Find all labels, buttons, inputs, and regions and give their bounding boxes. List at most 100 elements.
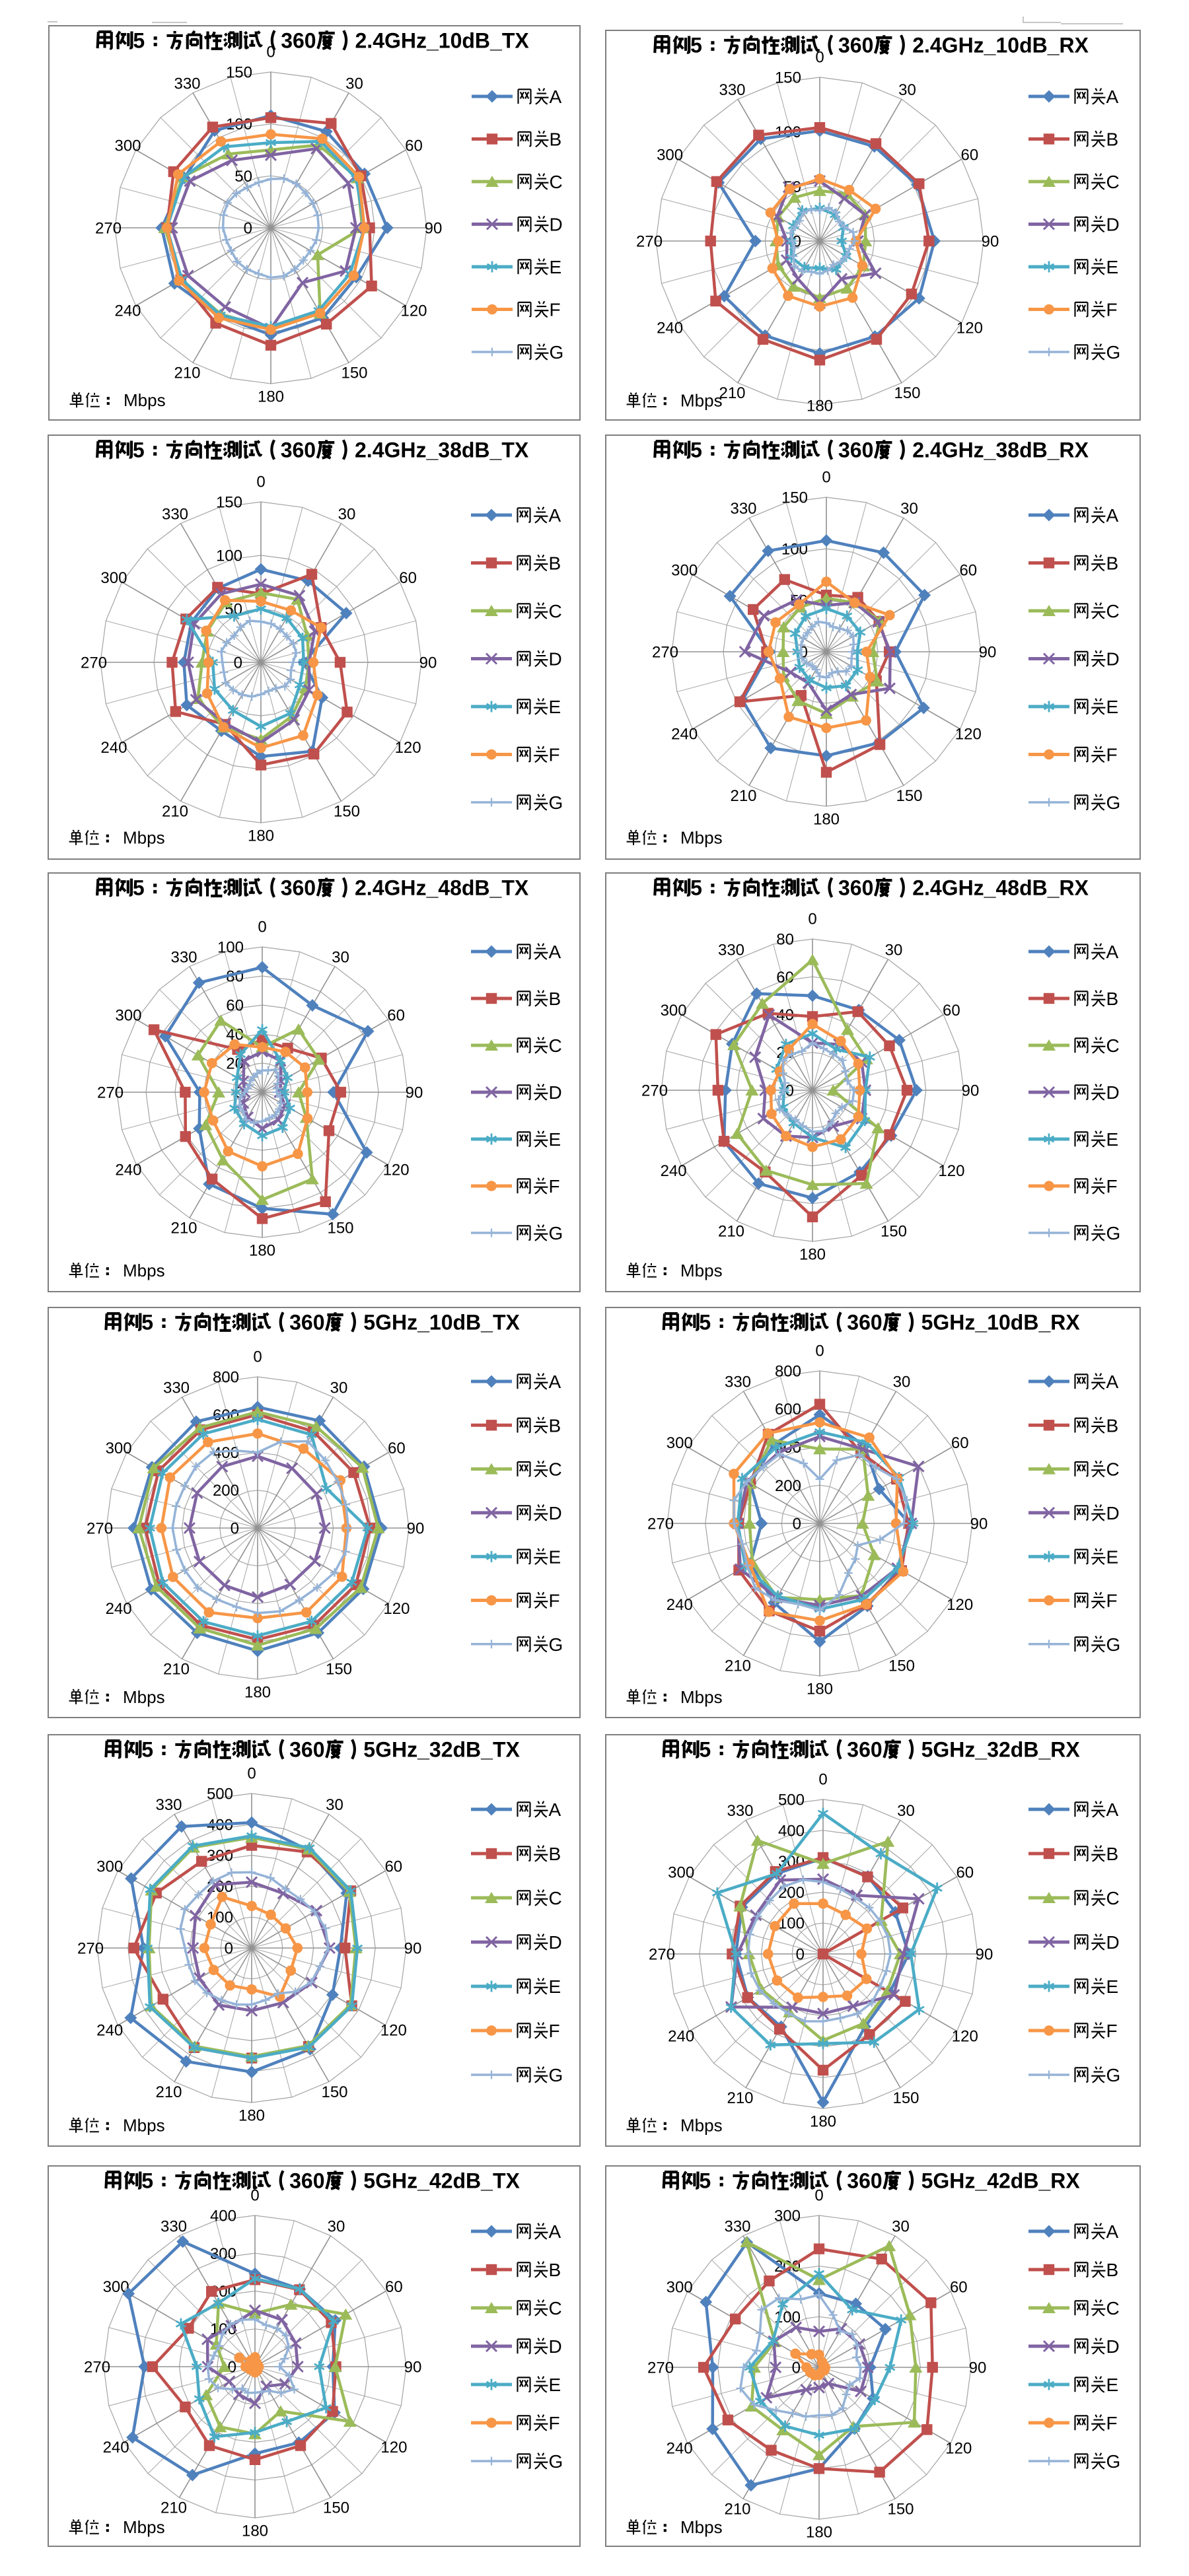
svg-text:B: B [549, 553, 561, 574]
svg-text:G: G [549, 2451, 563, 2472]
svg-text:150: 150 [894, 384, 920, 402]
svg-text:240: 240 [661, 1162, 687, 1180]
svg-text:E: E [549, 1547, 561, 1567]
svg-text:300: 300 [657, 147, 683, 164]
svg-text:500: 500 [778, 1792, 805, 1809]
svg-text:120: 120 [380, 2022, 407, 2040]
svg-text:5: 5 [699, 1311, 711, 1335]
svg-text:0: 0 [234, 654, 242, 672]
svg-text:300: 300 [661, 1002, 687, 1020]
svg-text:G: G [1106, 1634, 1121, 1655]
svg-text:C: C [549, 2298, 562, 2318]
svg-text:30: 30 [900, 500, 918, 518]
svg-text:F: F [549, 1176, 560, 1197]
svg-text:360: 360 [289, 2169, 324, 2193]
svg-text:400: 400 [778, 1822, 805, 1840]
svg-text:5GHz_42dB_RX: 5GHz_42dB_RX [921, 2169, 1081, 2193]
svg-text:D: D [1106, 649, 1120, 670]
svg-text:2.4GHz_38dB_TX: 2.4GHz_38dB_TX [355, 438, 529, 462]
svg-text:30: 30 [898, 81, 916, 99]
svg-text:90: 90 [419, 654, 437, 672]
svg-text:Mbps: Mbps [680, 1261, 723, 1280]
svg-text:150: 150 [326, 1661, 352, 1679]
svg-text:100: 100 [217, 939, 244, 957]
svg-text:5: 5 [690, 438, 702, 462]
svg-text:360: 360 [838, 438, 873, 462]
svg-text:300: 300 [115, 1007, 141, 1025]
svg-text:50: 50 [234, 168, 252, 186]
svg-text:E: E [1106, 1976, 1119, 1997]
svg-text:60: 60 [959, 562, 977, 580]
svg-text:0: 0 [266, 44, 275, 61]
svg-text:Mbps: Mbps [123, 1261, 165, 1280]
svg-text:200: 200 [775, 1477, 801, 1495]
svg-text:Mbps: Mbps [123, 2116, 165, 2136]
svg-text:150: 150 [334, 803, 360, 821]
svg-text:Mbps: Mbps [124, 390, 166, 410]
svg-text:F: F [1106, 1591, 1118, 1611]
svg-text:2.4GHz_48dB_RX: 2.4GHz_48dB_RX [912, 876, 1089, 900]
svg-text:90: 90 [969, 2359, 987, 2377]
svg-text:G: G [1106, 792, 1121, 813]
svg-text:210: 210 [730, 787, 756, 805]
svg-text:270: 270 [87, 1520, 113, 1538]
svg-text:60: 60 [226, 997, 244, 1015]
svg-text:A: A [549, 1372, 561, 1392]
svg-text:0: 0 [258, 919, 266, 936]
svg-text:120: 120 [383, 1162, 410, 1179]
svg-text:A: A [550, 87, 562, 107]
svg-text:0: 0 [250, 2187, 259, 2205]
svg-text:B: B [1106, 2260, 1119, 2280]
svg-text:D: D [1106, 1503, 1120, 1523]
svg-text:60: 60 [399, 569, 417, 587]
svg-text:Mbps: Mbps [123, 2517, 165, 2537]
svg-text:A: A [1106, 942, 1119, 962]
svg-text:D: D [1106, 215, 1120, 235]
svg-text:G: G [549, 1634, 563, 1655]
svg-text:B: B [1106, 1844, 1119, 1864]
svg-text:270: 270 [647, 1515, 674, 1533]
svg-text:210: 210 [174, 365, 200, 382]
svg-text:E: E [549, 2375, 561, 2395]
svg-text:60: 60 [388, 1440, 406, 1457]
svg-text:360: 360 [281, 438, 316, 462]
svg-text:30: 30 [326, 1796, 343, 1814]
svg-text:30: 30 [893, 1374, 911, 1391]
svg-text:90: 90 [406, 1084, 423, 1102]
svg-text:C: C [1106, 2298, 1120, 2318]
svg-text:A: A [1106, 2221, 1119, 2242]
svg-text:30: 30 [338, 505, 356, 523]
svg-text:5GHz_32dB_RX: 5GHz_32dB_RX [921, 1738, 1081, 1762]
svg-text:F: F [1106, 2021, 1118, 2041]
svg-text:360: 360 [281, 876, 316, 900]
svg-text:360: 360 [838, 876, 873, 900]
svg-text:E: E [1106, 2375, 1119, 2395]
svg-text:C: C [1106, 1035, 1120, 1056]
svg-text:5GHz_10dB_TX: 5GHz_10dB_TX [363, 1311, 520, 1335]
svg-text:120: 120 [938, 1162, 964, 1180]
svg-text:D: D [549, 1082, 562, 1103]
svg-text:180: 180 [807, 398, 833, 415]
svg-text:210: 210 [162, 803, 188, 821]
svg-text:300: 300 [671, 562, 698, 580]
svg-text:Mbps: Mbps [680, 1687, 723, 1707]
svg-text:120: 120 [400, 302, 427, 320]
svg-text:Mbps: Mbps [680, 828, 723, 848]
svg-text:150: 150 [896, 787, 922, 805]
svg-text:A: A [549, 2221, 561, 2242]
svg-text:60: 60 [950, 2279, 968, 2297]
svg-text:C: C [549, 1035, 562, 1056]
svg-text:F: F [550, 300, 561, 320]
svg-text:800: 800 [775, 1363, 801, 1381]
svg-text:E: E [550, 257, 562, 277]
svg-text:30: 30 [330, 1379, 348, 1397]
svg-text:60: 60 [385, 2278, 403, 2296]
svg-text:0: 0 [808, 911, 816, 928]
svg-text:G: G [549, 1223, 563, 1243]
svg-text:150: 150 [341, 365, 367, 382]
svg-text:330: 330 [727, 1802, 753, 1820]
svg-text:270: 270 [641, 1082, 668, 1100]
svg-text:B: B [550, 129, 562, 150]
svg-text:330: 330 [719, 81, 745, 99]
svg-text:C: C [1106, 601, 1120, 621]
